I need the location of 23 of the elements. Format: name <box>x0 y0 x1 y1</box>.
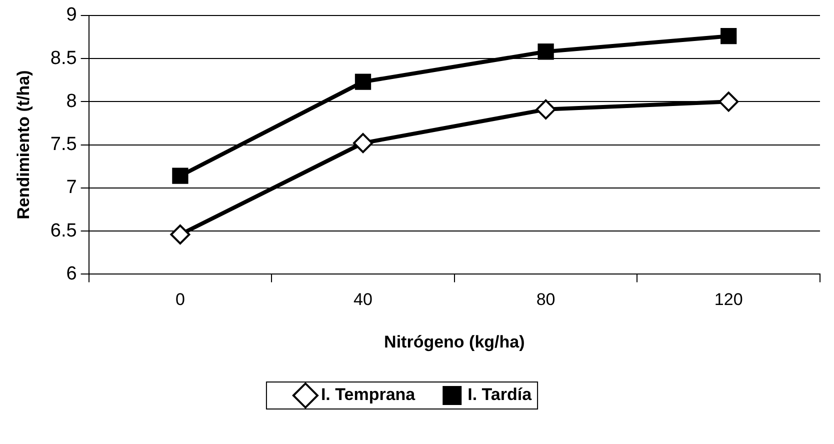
point <box>720 28 737 44</box>
point <box>354 74 372 90</box>
point <box>538 44 554 60</box>
x-tick-label: 0 <box>175 290 185 310</box>
y-axis-title: Rendimiento (t/ha) <box>14 70 33 220</box>
y-tick-label: 8 <box>66 90 77 112</box>
y-tick-label: 7 <box>66 177 77 198</box>
y-tick-label: 6 <box>66 263 77 284</box>
y-tick-label: 8.5 <box>50 48 77 69</box>
y-tick-label: 9 <box>66 4 77 26</box>
x-tick-label: 120 <box>714 290 743 310</box>
point <box>172 168 188 184</box>
legend-label: I. Tardía <box>468 385 532 404</box>
point <box>170 224 190 245</box>
y-tick-label: 6.5 <box>50 220 77 242</box>
x-axis-title: Nitrógeno (kg/ha) <box>384 332 525 352</box>
y-tick-label: 7.5 <box>50 134 77 156</box>
point <box>536 99 556 120</box>
point <box>718 92 739 112</box>
legend-label: I. Temprana <box>320 385 416 404</box>
x-tick-label: 80 <box>536 290 556 310</box>
point <box>353 133 374 154</box>
x-tick-label: 40 <box>354 290 372 310</box>
